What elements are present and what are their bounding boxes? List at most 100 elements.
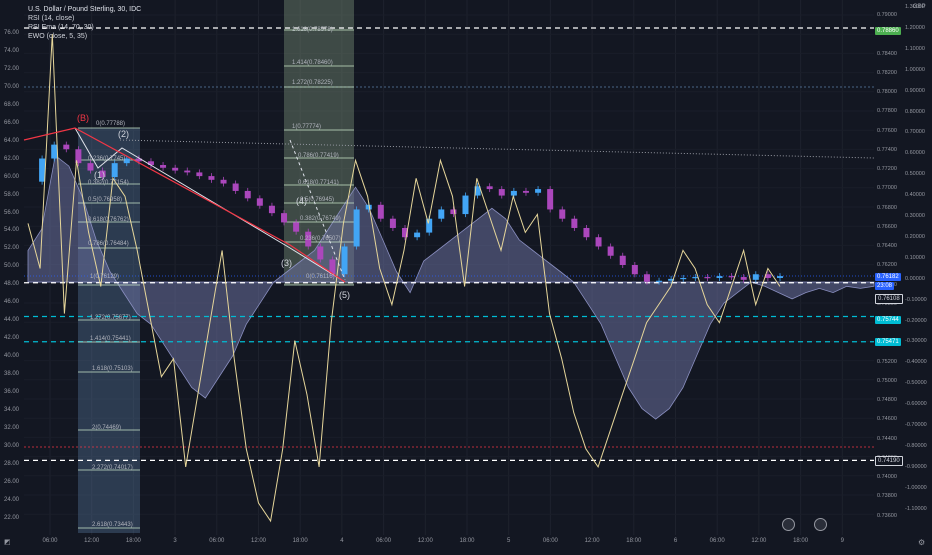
price-axis-tick: 0.76200 (877, 262, 897, 269)
candle (135, 158, 142, 162)
ewo-axis-tick: 0.90000 (905, 87, 925, 94)
candle (293, 222, 300, 232)
candle (680, 277, 687, 280)
candle (462, 195, 469, 215)
time-axis-tick: 12:00 (417, 538, 433, 544)
legend-ewo: EWO (close, 5, 35) (28, 33, 88, 40)
left-axis-tick: 42.00 (4, 335, 20, 342)
candle (414, 232, 421, 238)
wave-label: (1) (94, 170, 105, 180)
legend-rsi-ema: RSI Ema (14, 70, 30) (28, 24, 94, 31)
currency-label: GBP (913, 4, 926, 10)
time-axis-tick: 4 (340, 538, 344, 544)
time-axis-tick: 12:00 (84, 538, 100, 544)
candle (329, 259, 336, 275)
price-axis-tick: 0.78200 (877, 69, 897, 76)
price-axis-tick: 0.77600 (877, 127, 897, 134)
price-axis-tick: 0.76800 (877, 204, 897, 211)
price-axis-tick: 0.76600 (877, 223, 897, 230)
price-tag: 0.75471 (875, 338, 901, 346)
candle (63, 144, 70, 150)
candle (740, 277, 747, 280)
time-axis-tick: 6 (673, 538, 678, 544)
time-axis-tick: 9 (840, 538, 844, 544)
candle (51, 144, 58, 159)
ewo-axis-tick: 0.30000 (905, 213, 925, 219)
fib-label: 0.5(0.76958) (88, 197, 123, 203)
left-axis-tick: 62.00 (4, 155, 20, 162)
fib-label: 1.618(0.75103) (92, 366, 133, 372)
fib-label: 1.414(0.75441) (90, 336, 131, 342)
ewo-axis-tick: 1.00000 (905, 66, 925, 73)
price-axis-tick: 0.77400 (877, 146, 897, 153)
candle (704, 277, 711, 279)
fib-label: 0(0.76116) (306, 274, 335, 280)
fib-label: 0.236(0.7745) (88, 156, 126, 162)
fib-label: 2.618(0.73443) (92, 522, 133, 528)
fib-label: 0.382(0.76749) (300, 216, 341, 222)
price-axis-tick: 0.74800 (877, 397, 897, 403)
ewo-axis-tick: 1.10000 (905, 45, 925, 52)
left-axis-tick: 48.00 (4, 281, 20, 288)
candle (75, 149, 82, 164)
price-axis-tick: 0.73600 (877, 512, 897, 519)
price-axis-tick: 0.77000 (877, 185, 897, 192)
fib-label: 0.382(0.77154) (88, 180, 129, 186)
ewo-axis-tick: 0.80000 (905, 108, 925, 115)
candle (353, 209, 360, 247)
price-axis-tick: 0.77800 (877, 108, 897, 115)
price-axis-tick: 0.74400 (877, 435, 897, 442)
ewo-axis-tick: 0.70000 (905, 129, 925, 136)
gear-icon[interactable]: ⚙ (918, 538, 926, 547)
candle (522, 190, 529, 193)
candle (147, 161, 154, 165)
ewo-axis-tick: 0.60000 (905, 150, 925, 157)
candle (426, 218, 433, 233)
price-axis-tick: 0.75200 (877, 358, 897, 365)
wave-line (23, 127, 346, 283)
candle (365, 204, 372, 210)
event-marker-icon[interactable] (814, 518, 827, 531)
time-axis-tick: 06:00 (709, 538, 725, 544)
ewo-axis-tick: -0.40000 (905, 359, 927, 366)
candle (281, 213, 288, 223)
ewo-axis-tick: -0.70000 (905, 422, 927, 428)
candle (571, 218, 578, 228)
left-axis-tick: 40.00 (4, 353, 20, 360)
time-axis-tick: 12:00 (250, 538, 267, 544)
candle (244, 190, 251, 199)
candle (547, 189, 554, 210)
ewo-axis-tick: 0.20000 (905, 233, 925, 240)
candle (184, 170, 191, 173)
candle (631, 265, 638, 275)
candle (208, 176, 215, 180)
time-axis-tick: 12:00 (751, 538, 767, 544)
price-tag: 0.75744 (875, 316, 901, 324)
fib-label: 0.786(0.77419) (298, 153, 339, 159)
time-axis-tick: 06:00 (42, 538, 58, 544)
fib-extension-band (78, 128, 140, 533)
ewo-axis-tick: -0.20000 (905, 317, 927, 324)
price-tag: 0.76182 (875, 273, 901, 281)
fib-label: 1(0.76129) (90, 274, 120, 280)
left-axis-tick: 70.00 (4, 83, 20, 90)
left-axis-tick: 60.00 (4, 173, 20, 180)
ewo-axis-tick: 1.30000 (905, 4, 925, 10)
wave-label: (5) (339, 290, 350, 300)
time-axis-tick: 06:00 (542, 538, 558, 544)
left-axis-tick: 24.00 (4, 496, 20, 503)
left-axis-tick: 30.00 (4, 442, 20, 449)
ewo-axis-tick: -0.30000 (905, 338, 927, 345)
fib-label: 0.618(0.77141) (298, 180, 339, 186)
wave-label: (3) (281, 258, 292, 268)
wave-label: (B) (77, 113, 89, 123)
candle (510, 190, 517, 196)
time-axis-tick: 18:00 (292, 538, 308, 544)
candle (99, 170, 106, 178)
candle (486, 186, 493, 190)
candle (172, 167, 179, 171)
event-marker-icon[interactable] (782, 518, 795, 531)
price-axis-tick: 0.77200 (877, 166, 897, 172)
